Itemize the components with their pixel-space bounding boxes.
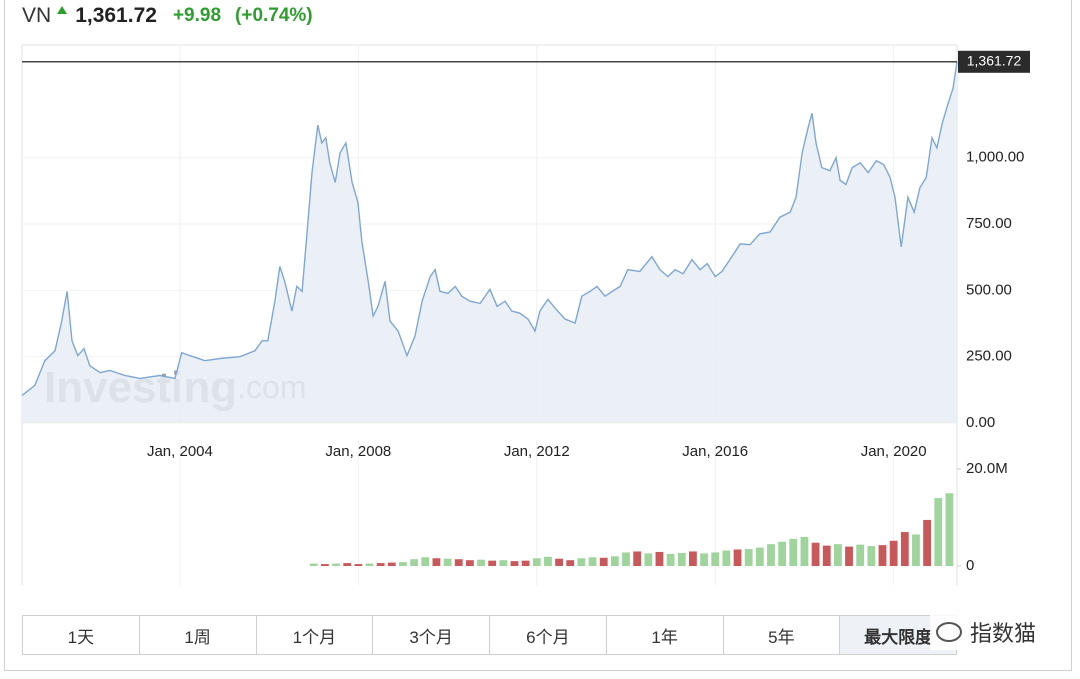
quote-header: VN 1,361.72 +9.98 (+0.74%) <box>22 2 327 30</box>
watermark-text: 指数猫 <box>970 621 1037 646</box>
volume-bar <box>555 558 563 566</box>
logo-icon <box>936 622 962 642</box>
volume-bar <box>432 558 441 566</box>
range-button[interactable]: 1年 <box>607 616 724 654</box>
x-tick-label: Jan, 2004 <box>147 443 213 460</box>
volume-bar <box>465 560 474 566</box>
volume-bar <box>577 558 586 566</box>
volume-bar <box>666 553 675 566</box>
volume-bar <box>822 545 831 566</box>
x-tick-label: Jan, 2016 <box>682 443 748 460</box>
change: +9.98 <box>172 5 222 26</box>
volume-bar <box>700 553 708 566</box>
volume-bar <box>722 550 731 566</box>
symbol: VN <box>22 4 52 27</box>
y-tick-label: 1,000.00 <box>966 149 1024 166</box>
x-tick-label: Jan, 2012 <box>504 443 570 460</box>
volume-bar <box>856 544 865 566</box>
volume-bar <box>454 559 463 566</box>
volume-bar <box>800 536 809 566</box>
volume-bar <box>410 559 419 566</box>
volume-bar <box>588 557 597 566</box>
volume-bar <box>689 551 697 566</box>
volume-bar <box>599 557 608 566</box>
volume-bar <box>900 532 909 566</box>
range-button[interactable]: 1周 <box>140 616 257 654</box>
volume-tick-label: 20.0M <box>966 460 1008 477</box>
volume-bar <box>622 552 630 566</box>
range-button[interactable]: 5年 <box>724 616 841 654</box>
up-arrow <box>57 6 68 14</box>
y-tick-label: 750.00 <box>966 215 1012 232</box>
volume-bar <box>399 562 407 566</box>
volume-bar <box>532 558 541 566</box>
volume-bar <box>789 538 798 566</box>
price-tag-label: 1,361.72 <box>967 52 1022 68</box>
price-area <box>22 61 957 424</box>
volume-bar <box>365 563 374 566</box>
price-tag <box>958 50 1030 73</box>
x-tick-label: Jan, 2020 <box>861 443 927 460</box>
volume-bar <box>912 534 920 566</box>
volume-bar <box>421 557 430 566</box>
volume-bar <box>610 556 619 566</box>
volume-bar <box>711 552 720 566</box>
volume-bar <box>566 560 575 566</box>
x-tick-label: Jan, 2008 <box>325 443 391 460</box>
change-pct: (+0.74%) <box>235 5 313 26</box>
y-tick-label: 500.00 <box>966 281 1012 298</box>
volume-bar <box>733 549 742 566</box>
volume-bar <box>443 558 452 566</box>
y-tick-label: 250.00 <box>966 348 1012 365</box>
volume-bar <box>767 544 775 566</box>
volume-bar <box>934 498 943 566</box>
volume-bar <box>811 542 820 566</box>
range-button[interactable]: 1个月 <box>257 616 374 654</box>
volume-bar <box>778 541 787 566</box>
volume-bar <box>309 563 318 566</box>
volume-bar <box>833 544 842 566</box>
frame <box>4 0 1072 671</box>
volume-bar <box>354 564 363 566</box>
volume-bar <box>477 559 485 566</box>
volume-bar <box>488 560 497 566</box>
volume-bar <box>878 545 887 566</box>
y-tick-label: 0.00 <box>966 414 995 431</box>
volume-bar <box>923 519 932 566</box>
volume-bar <box>744 549 753 566</box>
volume-bar <box>677 552 686 566</box>
range-button[interactable]: 3个月 <box>373 616 490 654</box>
volume-bar <box>320 564 329 566</box>
volume-tick-label: 0 <box>966 557 974 574</box>
watermark-logo: 指数猫 <box>930 614 1043 650</box>
range-buttons: 1天 1周 1个月 3个月 6个月 1年 5年 最大限度 <box>22 615 957 655</box>
volume-bar <box>945 493 954 566</box>
range-button[interactable]: 1天 <box>23 616 140 654</box>
volume-bar <box>544 556 552 566</box>
volume-bar <box>387 562 396 566</box>
volume-bar <box>510 561 519 566</box>
volume-bar <box>521 560 530 566</box>
volume-bar <box>655 551 664 566</box>
volume-bar <box>644 553 653 566</box>
volume-bar <box>499 560 508 566</box>
range-button[interactable]: 6个月 <box>490 616 607 654</box>
volume-bar <box>845 546 853 566</box>
volume-bar <box>332 563 340 566</box>
volume-bar <box>867 546 876 566</box>
price: 1,361.72 <box>75 4 157 27</box>
volume-bar <box>889 540 898 566</box>
volume-bar <box>376 563 385 566</box>
price-line <box>21 61 958 396</box>
volume-bar <box>755 547 764 566</box>
volume-bar <box>633 551 642 566</box>
volume-bar <box>343 563 352 566</box>
